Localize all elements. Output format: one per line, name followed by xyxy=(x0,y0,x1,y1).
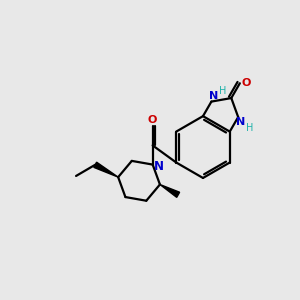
Text: N: N xyxy=(236,117,245,128)
Text: O: O xyxy=(148,115,158,125)
Polygon shape xyxy=(94,162,118,177)
Text: O: O xyxy=(242,78,251,88)
Polygon shape xyxy=(160,184,180,197)
Text: N: N xyxy=(154,160,164,172)
Text: N: N xyxy=(209,91,218,101)
Text: H: H xyxy=(246,123,253,133)
Text: H: H xyxy=(219,86,226,96)
